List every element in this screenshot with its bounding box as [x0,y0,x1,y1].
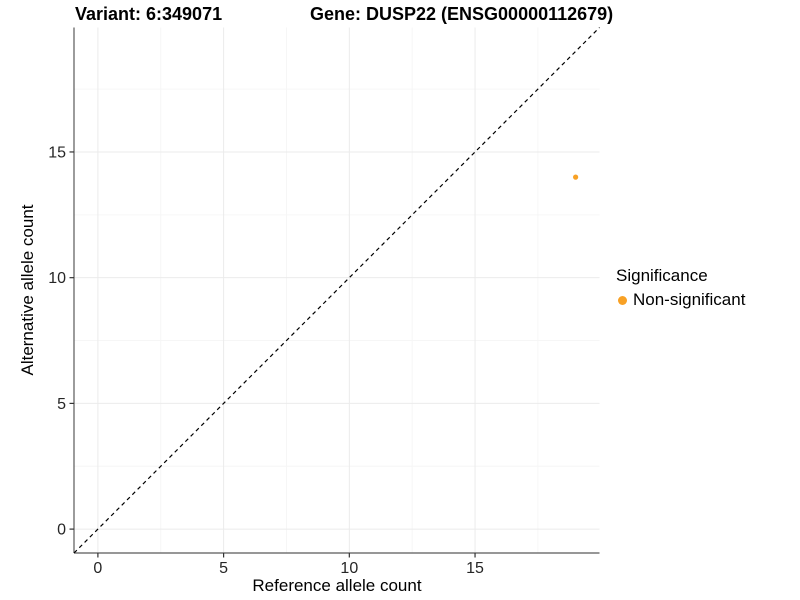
legend-title: Significance [616,266,708,285]
y-tick-label: 15 [48,144,66,161]
legend-entries: Non-significant [616,290,745,310]
y-axis-title: Alternative allele count [18,204,37,376]
legend-point-icon [618,295,627,305]
y-tick-label: 5 [57,396,66,413]
legend: Significance Non-significant [616,266,745,310]
data-point [573,174,579,180]
x-axis-title: Reference allele count [252,576,422,595]
legend-entry: Non-significant [616,290,745,310]
identity-dashed-line [73,27,600,554]
plot-title-gene: Gene: DUSP22 (ENSG00000112679) [310,4,614,24]
x-tick-label: 5 [219,560,228,577]
plot-title-variant: Variant: 6:349071 [75,4,223,24]
y-tick-label: 10 [48,270,66,287]
y-tick-label: 0 [57,522,66,539]
x-tick-label: 0 [93,560,102,577]
legend-entry-label: Non-significant [633,290,746,309]
x-tick-label: 15 [466,560,484,577]
x-tick-label: 10 [340,560,358,577]
